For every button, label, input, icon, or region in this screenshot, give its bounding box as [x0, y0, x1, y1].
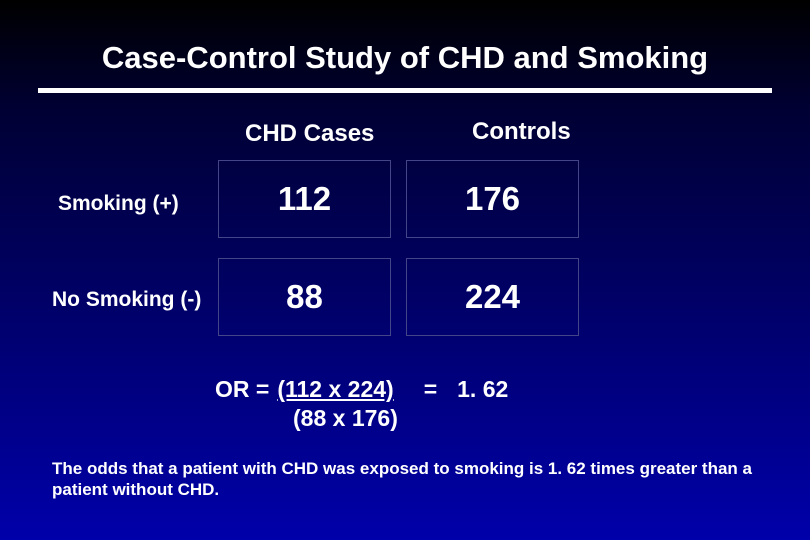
conclusion-text: The odds that a patient with CHD was exp… [52, 458, 762, 501]
formula-line-1: OR = (112 x 224) = 1. 62 [215, 376, 635, 403]
odds-ratio-formula: OR = (112 x 224) = 1. 62 (88 x 176) [215, 376, 635, 432]
cell-d: 224 [406, 258, 579, 336]
row-label-smoking-neg: No Smoking (-) [52, 288, 201, 312]
title-underline [38, 88, 772, 93]
formula-result: 1. 62 [457, 376, 508, 403]
formula-equals: = [424, 376, 437, 403]
column-header-controls: Controls [472, 118, 571, 146]
column-header-cases: CHD Cases [245, 120, 374, 148]
cell-a: 112 [218, 160, 391, 238]
formula-denominator: (88 x 176) [293, 405, 635, 432]
formula-numerator: (112 x 224) [277, 376, 393, 403]
slide: Case-Control Study of CHD and Smoking CH… [0, 0, 810, 540]
cell-c: 88 [218, 258, 391, 336]
cell-b: 176 [406, 160, 579, 238]
slide-title: Case-Control Study of CHD and Smoking [0, 40, 810, 76]
row-label-smoking-pos: Smoking (+) [58, 192, 179, 216]
or-label: OR = [215, 376, 269, 403]
